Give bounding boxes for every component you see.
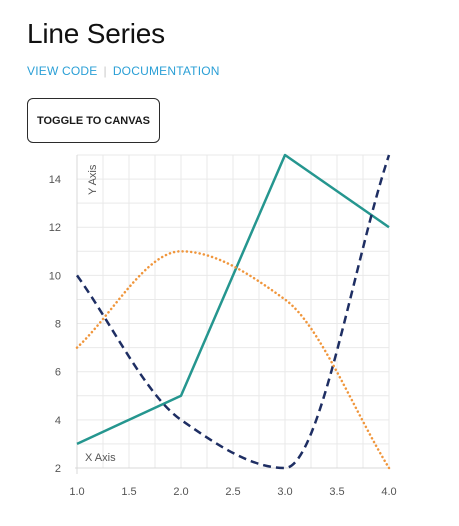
x-tick-label: 1.5 — [121, 486, 136, 498]
navy-dashed-series-line — [75, 154, 391, 470]
x-tick-label: 1.0 — [69, 486, 84, 498]
view-code-link[interactable]: VIEW CODE — [27, 64, 98, 78]
x-tick-label: 4.0 — [381, 486, 396, 498]
page-title: Line Series — [27, 18, 165, 49]
x-tick-label: 3.0 — [277, 486, 292, 498]
chart-axes — [75, 155, 389, 474]
line-chart: 1.0 1.5 2.0 2.5 3.0 3.5 4.0 2 4 6 8 10 12 14 Y Axis X… — [49, 153, 397, 498]
documentation-link[interactable]: DOCUMENTATION — [112, 64, 220, 78]
x-tick-label: 2.5 — [225, 486, 240, 498]
y-tick-label: 8 — [55, 319, 61, 331]
y-tick-label: 6 — [55, 367, 61, 379]
y-axis-title: Y Axis — [87, 164, 99, 195]
x-tick-label: 3.5 — [329, 486, 344, 498]
orange-dotted-series-line — [75, 250, 391, 470]
y-tick-label: 10 — [49, 270, 61, 282]
teal-solid-series-line — [76, 153, 390, 446]
link-separator: | — [103, 64, 107, 78]
x-axis-title: X Axis — [85, 452, 116, 464]
y-tick-label: 12 — [49, 222, 61, 234]
y-tick-label: 2 — [55, 463, 61, 475]
chart-tick-labels: 1.0 1.5 2.0 2.5 3.0 3.5 4.0 2 4 6 8 10 12 14 — [49, 174, 397, 498]
y-tick-label: 4 — [55, 415, 61, 427]
y-tick-label: 14 — [49, 174, 61, 186]
doc-links: VIEW CODE | DOCUMENTATION — [27, 64, 220, 78]
chart-series — [75, 153, 391, 470]
toggle-to-canvas-button[interactable]: TOGGLE TO CANVAS — [27, 98, 160, 143]
x-tick-label: 2.0 — [173, 486, 188, 498]
